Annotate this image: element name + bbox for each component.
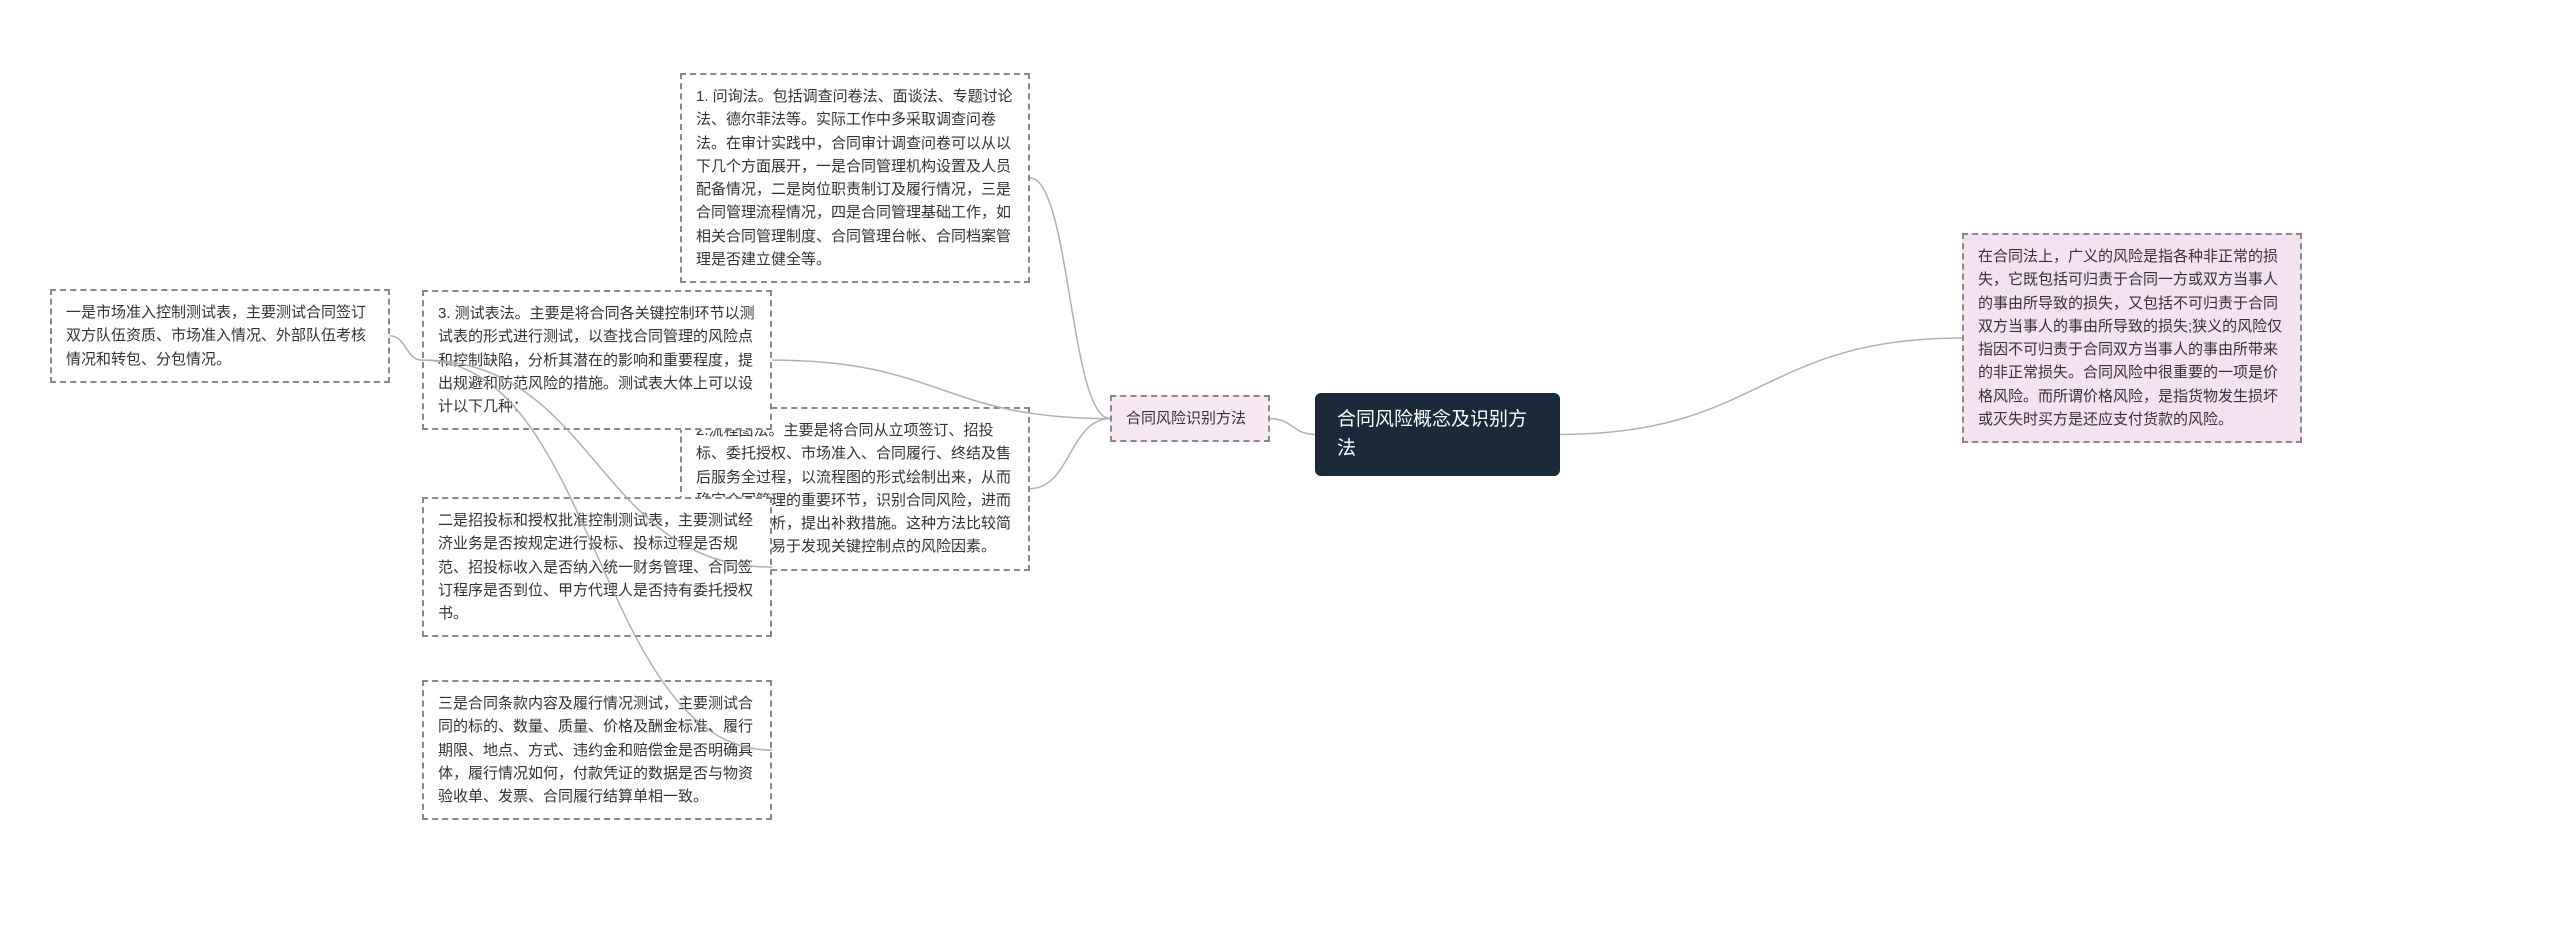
test-1-node: 一是市场准入控制测试表，主要测试合同签订双方队伍资质、市场准入情况、外部队伍考核…: [50, 289, 390, 383]
test-2-node: 二是招投标和授权批准控制测试表，主要测试经济业务是否按规定进行投标、投标过程是否…: [422, 497, 772, 637]
connectors: [0, 0, 2560, 951]
definition-node: 在合同法上，广义的风险是指各种非正常的损失，它既包括可归责于合同一方或双方当事人…: [1962, 233, 2302, 443]
method-3-node: 3. 测试表法。主要是将合同各关键控制环节以测试表的形式进行测试，以查找合同管理…: [422, 290, 772, 430]
method-1-node: 1. 问询法。包括调查问卷法、面谈法、专题讨论法、德尔菲法等。实际工作中多采取调…: [680, 73, 1030, 283]
root-node: 合同风险概念及识别方法: [1315, 393, 1560, 476]
identify-method-node: 合同风险识别方法: [1110, 395, 1270, 442]
test-3-node: 三是合同条款内容及履行情况测试，主要测试合同的标的、数量、质量、价格及酬金标准、…: [422, 680, 772, 820]
